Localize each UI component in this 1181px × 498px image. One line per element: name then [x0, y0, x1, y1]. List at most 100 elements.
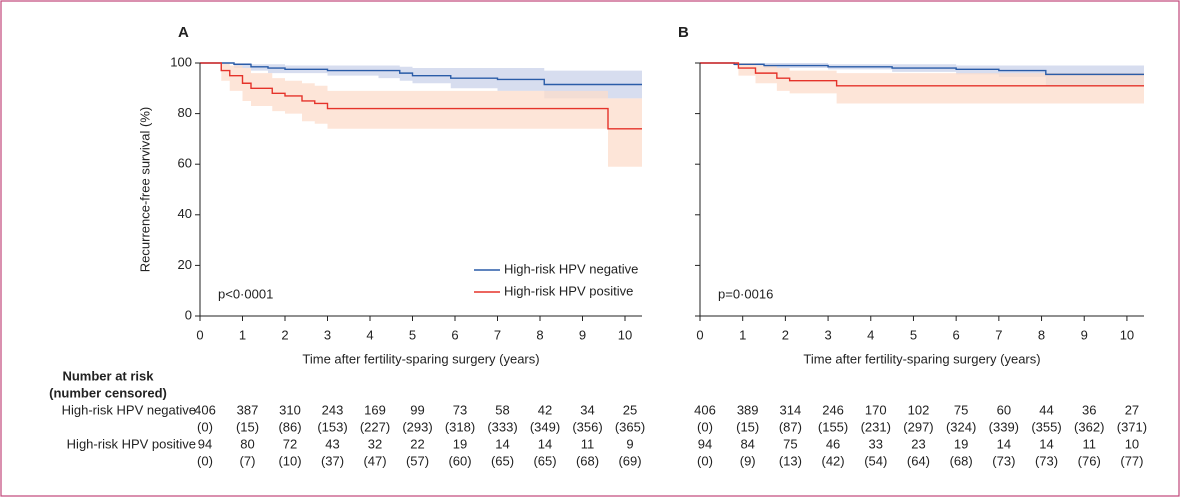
- censored-count: (153): [317, 419, 347, 434]
- censored-count: (355): [1031, 419, 1061, 434]
- at-risk-count: 389: [737, 402, 759, 417]
- censored-count: (333): [487, 419, 517, 434]
- at-risk-count: 94: [698, 436, 712, 451]
- at-risk-count: 27: [1125, 402, 1139, 417]
- x-tick-label: 1: [739, 327, 746, 342]
- censored-count: (297): [903, 419, 933, 434]
- at-risk-count: 34: [580, 402, 594, 417]
- x-tick-label: 4: [366, 327, 373, 342]
- censored-count: (227): [360, 419, 390, 434]
- at-risk-count: 102: [908, 402, 930, 417]
- at-risk-count: 46: [826, 436, 840, 451]
- x-tick-label: 8: [1038, 327, 1045, 342]
- at-risk-count: 36: [1082, 402, 1096, 417]
- x-tick-label: 6: [953, 327, 960, 342]
- censored-count: (15): [736, 419, 759, 434]
- at-risk-count: 314: [780, 402, 802, 417]
- censored-count: (68): [576, 453, 599, 468]
- censored-count: (0): [197, 453, 213, 468]
- at-risk-count: 246: [822, 402, 844, 417]
- at-risk-count: 170: [865, 402, 887, 417]
- at-risk-count: 19: [453, 436, 467, 451]
- p-value: p<0·0001: [218, 286, 273, 301]
- at-risk-count: 14: [997, 436, 1011, 451]
- at-risk-count: 33: [869, 436, 883, 451]
- x-tick-label: 7: [995, 327, 1002, 342]
- x-tick-label: 10: [618, 327, 632, 342]
- x-tick-label: 10: [1120, 327, 1134, 342]
- censored-count: (54): [864, 453, 887, 468]
- censored-count: (77): [1120, 453, 1143, 468]
- x-tick-label: 5: [910, 327, 917, 342]
- y-tick-label: 40: [178, 206, 192, 221]
- x-tick-label: 0: [196, 327, 203, 342]
- x-tick-label: 2: [281, 327, 288, 342]
- censored-count: (318): [445, 419, 475, 434]
- x-tick-label: 1: [239, 327, 246, 342]
- censored-count: (356): [572, 419, 602, 434]
- censored-count: (349): [530, 419, 560, 434]
- at-risk-count: 14: [1039, 436, 1053, 451]
- censored-count: (15): [236, 419, 259, 434]
- censored-count: (65): [491, 453, 514, 468]
- at-risk-count: 43: [325, 436, 339, 451]
- censored-count: (73): [1035, 453, 1058, 468]
- at-risk-count: 19: [954, 436, 968, 451]
- x-tick-label: 3: [824, 327, 831, 342]
- at-risk-count: 25: [623, 402, 637, 417]
- censored-count: (69): [618, 453, 641, 468]
- censored-count: (365): [615, 419, 645, 434]
- y-tick-label: 100: [170, 54, 192, 69]
- censored-count: (324): [946, 419, 976, 434]
- at-risk-count: 42: [538, 402, 552, 417]
- x-tick-label: 0: [696, 327, 703, 342]
- x-tick-label: 8: [536, 327, 543, 342]
- censored-count: (73): [992, 453, 1015, 468]
- at-risk-count: 9: [626, 436, 633, 451]
- legend-label: High-risk HPV negative: [504, 261, 638, 276]
- survival-curve: [700, 62, 1144, 76]
- p-value: p=0·0016: [718, 286, 773, 301]
- censored-count: (10): [278, 453, 301, 468]
- at-risk-count: 60: [997, 402, 1011, 417]
- censored-count: (68): [950, 453, 973, 468]
- risk-row-label: High-risk HPV positive: [67, 436, 196, 451]
- x-axis-label: Time after fertility-sparing surgery (ye…: [302, 351, 539, 366]
- at-risk-count: 22: [410, 436, 424, 451]
- survival-curve: [700, 62, 1144, 87]
- at-risk-count: 10: [1125, 436, 1139, 451]
- censored-count: (76): [1078, 453, 1101, 468]
- at-risk-count: 14: [538, 436, 552, 451]
- at-risk-count: 406: [194, 402, 216, 417]
- censored-count: (9): [740, 453, 756, 468]
- at-risk-count: 75: [954, 402, 968, 417]
- censored-count: (65): [533, 453, 556, 468]
- confidence-band: [200, 63, 642, 167]
- censored-count: (0): [697, 419, 713, 434]
- censored-count: (86): [278, 419, 301, 434]
- x-tick-label: 2: [782, 327, 789, 342]
- risk-header: Number at risk: [62, 368, 154, 383]
- at-risk-count: 44: [1039, 402, 1053, 417]
- censored-count: (13): [779, 453, 802, 468]
- censored-count: (0): [197, 419, 213, 434]
- at-risk-count: 32: [368, 436, 382, 451]
- legend-label: High-risk HPV positive: [504, 283, 633, 298]
- at-risk-count: 94: [198, 436, 212, 451]
- censored-count: (57): [406, 453, 429, 468]
- censored-count: (37): [321, 453, 344, 468]
- at-risk-count: 11: [581, 436, 595, 451]
- censored-count: (7): [240, 453, 256, 468]
- x-tick-label: 3: [324, 327, 331, 342]
- y-axis-label: Recurrence-free survival (%): [137, 107, 152, 272]
- at-risk-count: 72: [283, 436, 297, 451]
- censored-count: (293): [402, 419, 432, 434]
- censored-count: (371): [1117, 419, 1147, 434]
- x-axis-label: Time after fertility-sparing surgery (ye…: [803, 351, 1040, 366]
- at-risk-count: 243: [322, 402, 344, 417]
- at-risk-count: 310: [279, 402, 301, 417]
- x-tick-label: 5: [409, 327, 416, 342]
- censored-count: (231): [861, 419, 891, 434]
- x-tick-label: 9: [1081, 327, 1088, 342]
